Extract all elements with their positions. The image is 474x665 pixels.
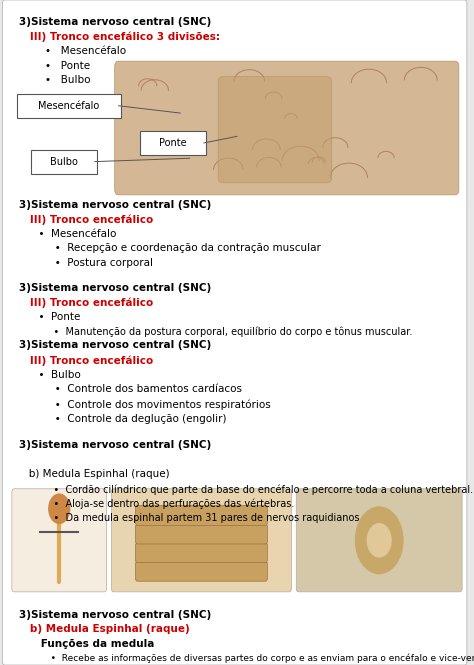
Text: 3)Sistema nervoso central (SNC): 3)Sistema nervoso central (SNC) bbox=[19, 340, 211, 350]
Text: •  Recebe as informações de diversas partes do corpo e as enviam para o encéfalo: • Recebe as informações de diversas part… bbox=[19, 654, 474, 663]
Text: •   Mesencéfalo: • Mesencéfalo bbox=[19, 46, 126, 56]
Text: •  Mesencéfalo: • Mesencéfalo bbox=[19, 229, 116, 239]
Circle shape bbox=[49, 494, 70, 523]
Text: III) Tronco encefálico 3 divisões:: III) Tronco encefálico 3 divisões: bbox=[19, 31, 220, 42]
FancyBboxPatch shape bbox=[296, 489, 462, 592]
Text: III) Tronco encefálico: III) Tronco encefálico bbox=[19, 355, 153, 366]
FancyBboxPatch shape bbox=[136, 505, 267, 525]
Text: b) Medula Espinhal (raque): b) Medula Espinhal (raque) bbox=[19, 469, 170, 479]
Text: •  Postura corporal: • Postura corporal bbox=[19, 258, 153, 268]
Text: •  Controle da deglução (engolir): • Controle da deglução (engolir) bbox=[19, 414, 227, 424]
FancyBboxPatch shape bbox=[31, 150, 97, 174]
FancyBboxPatch shape bbox=[17, 94, 121, 118]
Text: Funções da medula: Funções da medula bbox=[19, 639, 155, 649]
Text: •   Ponte: • Ponte bbox=[19, 61, 90, 70]
FancyBboxPatch shape bbox=[136, 543, 267, 563]
Text: 3)Sistema nervoso central (SNC): 3)Sistema nervoso central (SNC) bbox=[19, 440, 211, 450]
Text: •  Ponte: • Ponte bbox=[19, 312, 80, 322]
Circle shape bbox=[356, 507, 403, 573]
Text: •  Recepção e coordenação da contração muscular: • Recepção e coordenação da contração mu… bbox=[19, 243, 321, 253]
Circle shape bbox=[367, 524, 391, 557]
Text: •  Aloja-se dentro das perfurações das vértebras.: • Aloja-se dentro das perfurações das vé… bbox=[19, 499, 294, 509]
Text: •   Bulbo: • Bulbo bbox=[19, 75, 91, 85]
FancyBboxPatch shape bbox=[12, 489, 107, 592]
Text: •  Manutenção da postura corporal, equilíbrio do corpo e tônus muscular.: • Manutenção da postura corporal, equilí… bbox=[19, 327, 412, 337]
Text: 3)Sistema nervoso central (SNC): 3)Sistema nervoso central (SNC) bbox=[19, 200, 211, 209]
Text: Mesencéfalo: Mesencéfalo bbox=[38, 100, 100, 111]
FancyBboxPatch shape bbox=[136, 524, 267, 544]
Text: 3)Sistema nervoso central (SNC): 3)Sistema nervoso central (SNC) bbox=[19, 17, 211, 27]
Text: Ponte: Ponte bbox=[159, 138, 187, 148]
Text: •  Controle dos movimentos respiratórios: • Controle dos movimentos respiratórios bbox=[19, 399, 271, 410]
Text: 3)Sistema nervoso central (SNC): 3)Sistema nervoso central (SNC) bbox=[19, 610, 211, 620]
Text: III) Tronco encefálico: III) Tronco encefálico bbox=[19, 297, 153, 308]
Text: III) Tronco encefálico: III) Tronco encefálico bbox=[19, 214, 153, 225]
Text: •  Cordão cilíndrico que parte da base do encéfalo e percorre toda a coluna vert: • Cordão cilíndrico que parte da base do… bbox=[19, 484, 473, 495]
Text: Bulbo: Bulbo bbox=[50, 156, 78, 167]
FancyBboxPatch shape bbox=[115, 61, 459, 195]
FancyBboxPatch shape bbox=[136, 561, 267, 581]
Text: •  Bulbo: • Bulbo bbox=[19, 370, 81, 380]
Text: •  Controle dos bamentos cardíacos: • Controle dos bamentos cardíacos bbox=[19, 384, 242, 394]
FancyBboxPatch shape bbox=[218, 76, 332, 183]
Text: 3)Sistema nervoso central (SNC): 3)Sistema nervoso central (SNC) bbox=[19, 283, 211, 293]
FancyBboxPatch shape bbox=[140, 131, 206, 155]
Text: •  Da medula espinhal partem 31 pares de nervos raquidianos: • Da medula espinhal partem 31 pares de … bbox=[19, 513, 359, 523]
FancyBboxPatch shape bbox=[111, 489, 292, 592]
Text: b) Medula Espinhal (raque): b) Medula Espinhal (raque) bbox=[19, 624, 190, 634]
